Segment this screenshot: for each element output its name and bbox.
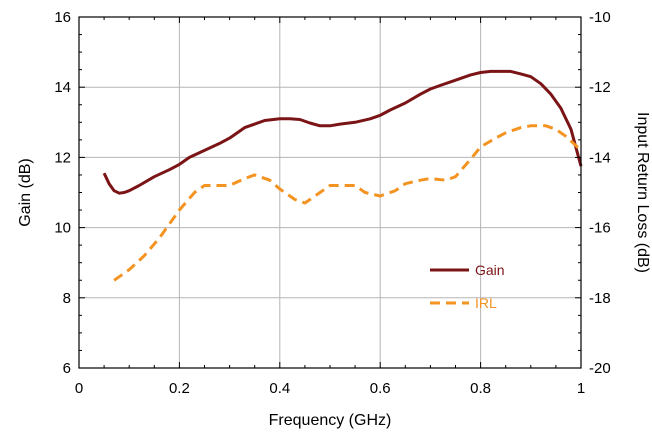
tick-labels: 0 0.2 0.4 0.6 0.8 16810121416-20-18-16-14-12-… (54, 9, 610, 397)
y-tick-label-left: 14 (54, 79, 71, 96)
legend-label-irl: IRL (475, 295, 497, 311)
legend: Gain IRL (430, 262, 505, 311)
series-line-irl (113, 124, 583, 282)
x-axis-title: Frequency (GHz) (269, 412, 392, 429)
y-tick-label-left: 6 (63, 360, 71, 377)
y-axis-title-left: Gain (dB) (17, 158, 34, 226)
y-tick-label-left: 8 (63, 290, 71, 307)
y-axis-title-right: Input Return Loss (dB) (634, 112, 651, 273)
y-tick-label-right: -18 (589, 290, 611, 307)
y-tick-label-right: -12 (589, 79, 611, 96)
x-tick-label: 1 (577, 380, 585, 397)
grid (79, 17, 581, 368)
y-tick-label-left: 12 (54, 149, 71, 166)
y-tick-label-right: -16 (589, 220, 611, 237)
y-tick-label-right: -14 (589, 149, 611, 166)
y-tick-label-right: -20 (589, 360, 611, 377)
series-line-gain (102, 69, 583, 195)
x-tick-label: 0.4 (269, 380, 290, 397)
x-tick-label: 0 (75, 380, 83, 397)
x-tick-label: 0.6 (370, 380, 391, 397)
x-tick-label: 0.8 (470, 380, 491, 397)
x-tick-label: 0.2 (169, 380, 190, 397)
axis-ticks (78, 16, 582, 369)
y-tick-label-left: 16 (54, 9, 71, 26)
y-tick-label-left: 10 (54, 220, 71, 237)
y-tick-label-right: -10 (589, 9, 611, 26)
legend-label-gain: Gain (475, 262, 505, 278)
plot-series (102, 69, 583, 282)
plot-frame (78, 16, 582, 369)
